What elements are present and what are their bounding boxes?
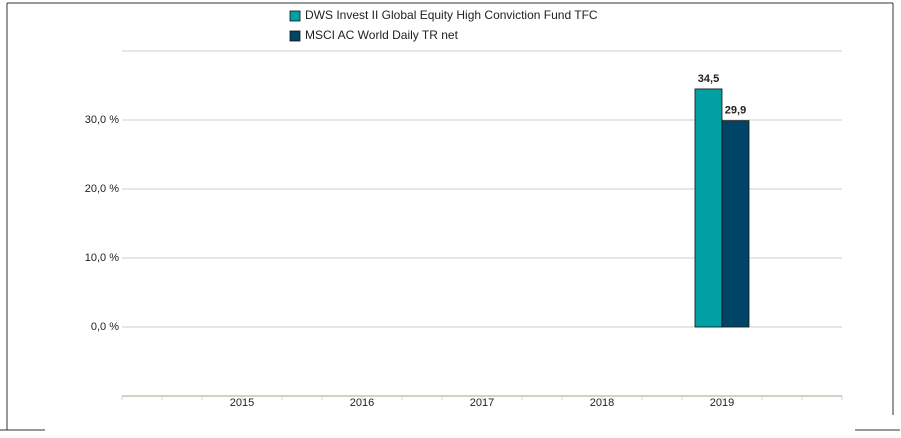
y-tick-label: 0,0 % bbox=[91, 321, 119, 333]
y-tick-label: 10,0 % bbox=[85, 252, 119, 264]
x-tick-label: 2019 bbox=[710, 397, 734, 409]
x-tick-label: 2015 bbox=[230, 397, 254, 409]
x-tick-label: 2016 bbox=[350, 397, 374, 409]
legend-swatch bbox=[289, 30, 301, 42]
x-tick-label: 2018 bbox=[590, 397, 614, 409]
y-tick-label: 20,0 % bbox=[85, 183, 119, 195]
bar bbox=[694, 88, 723, 328]
legend-label: DWS Invest II Global Equity High Convict… bbox=[305, 8, 598, 22]
legend-swatch bbox=[289, 10, 301, 22]
x-tick-label: 2017 bbox=[470, 397, 494, 409]
value-label: 34,5 bbox=[698, 73, 719, 85]
y-tick-label: 30,0 % bbox=[85, 114, 119, 126]
bar bbox=[721, 120, 750, 328]
legend-label: MSCI AC World Daily TR net bbox=[305, 28, 459, 42]
value-label: 29,9 bbox=[725, 105, 746, 117]
